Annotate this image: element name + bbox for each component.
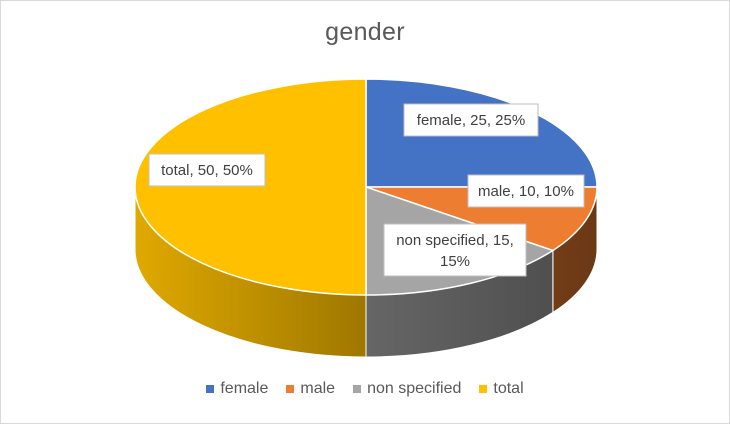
- legend-label: total: [493, 380, 524, 397]
- svg-text:male, 10, 10%: male, 10, 10%: [478, 183, 574, 200]
- legend-item-total[interactable]: total: [479, 380, 524, 398]
- legend-swatch: [206, 385, 215, 393]
- pie-labels: female, 25, 25% male, 10, 10% non specifie…: [148, 103, 585, 277]
- legend-item-female[interactable]: female: [206, 380, 268, 398]
- legend: female male non specified total: [0, 380, 730, 398]
- legend-swatch: [286, 385, 295, 393]
- data-label-female: female, 25, 25%: [403, 103, 539, 137]
- svg-text:15%: 15%: [440, 253, 470, 270]
- pie-slice-total[interactable]: [134, 78, 367, 296]
- data-label-non-specified: non specified, 15, 15%: [383, 223, 527, 277]
- svg-text:non specified, 15,: non specified, 15,: [396, 232, 514, 249]
- svg-text:female, 25, 25%: female, 25, 25%: [417, 112, 525, 129]
- legend-swatch: [479, 385, 488, 393]
- legend-swatch: [353, 385, 362, 393]
- legend-label: non specified: [367, 380, 462, 397]
- legend-label: male: [300, 380, 336, 397]
- legend-label: female: [220, 380, 269, 397]
- data-label-male: male, 10, 10%: [467, 174, 585, 208]
- legend-item-male[interactable]: male: [286, 380, 335, 398]
- svg-text:total, 50, 50%: total, 50, 50%: [161, 162, 253, 179]
- chart-title: gender: [325, 18, 405, 46]
- data-label-total: total, 50, 50%: [148, 153, 266, 187]
- legend-item-non-specified[interactable]: non specified: [353, 380, 461, 398]
